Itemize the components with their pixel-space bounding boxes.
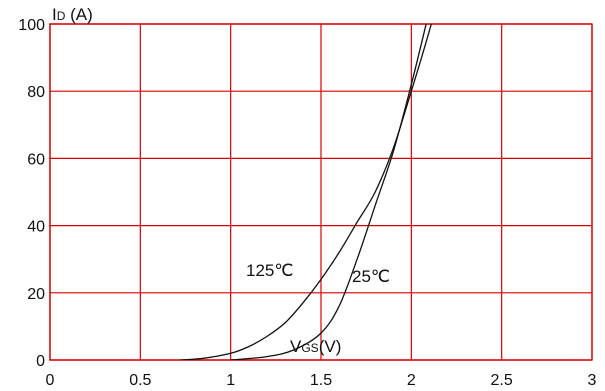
x-tick-label-6: 3 [588,372,597,389]
x-axis-label-main: V [290,337,302,356]
curves [180,24,432,360]
y-axis-label-main: I [52,5,57,24]
x-axis-label-unit: (V) [319,337,342,356]
x-axis-label: VGS(V) [290,337,341,356]
y-axis-label-unit: (A) [65,5,92,24]
y-axis-label: ID (A) [52,5,93,24]
series-label-25c: 25℃ [352,267,390,286]
curve-25c [230,24,427,360]
x-tick-label-0: 0 [46,372,55,389]
grid [49,23,593,361]
x-tick-label-1: 0.5 [129,372,151,389]
series-label-125c: 125℃ [246,261,293,280]
y-tick-labels: 0 20 40 60 80 100 [18,17,45,370]
x-axis-label-sub: GS [301,341,318,355]
y-tick-label-1: 20 [27,286,45,303]
y-tick-label-4: 80 [27,84,45,101]
y-tick-label-3: 60 [27,151,45,168]
plot-frame [49,23,593,361]
x-tick-label-4: 2 [407,372,416,389]
y-tick-label-0: 0 [36,353,45,370]
x-tick-label-5: 2.5 [491,372,513,389]
x-tick-label-2: 1 [226,372,235,389]
y-axis-label-sub: D [57,9,66,23]
curve-125c [180,24,432,360]
x-tick-labels: 0 0.5 1 1.5 2 2.5 3 [46,372,597,389]
y-tick-label-5: 100 [18,17,45,34]
x-tick-label-3: 1.5 [310,372,332,389]
y-tick-label-2: 40 [27,219,45,236]
